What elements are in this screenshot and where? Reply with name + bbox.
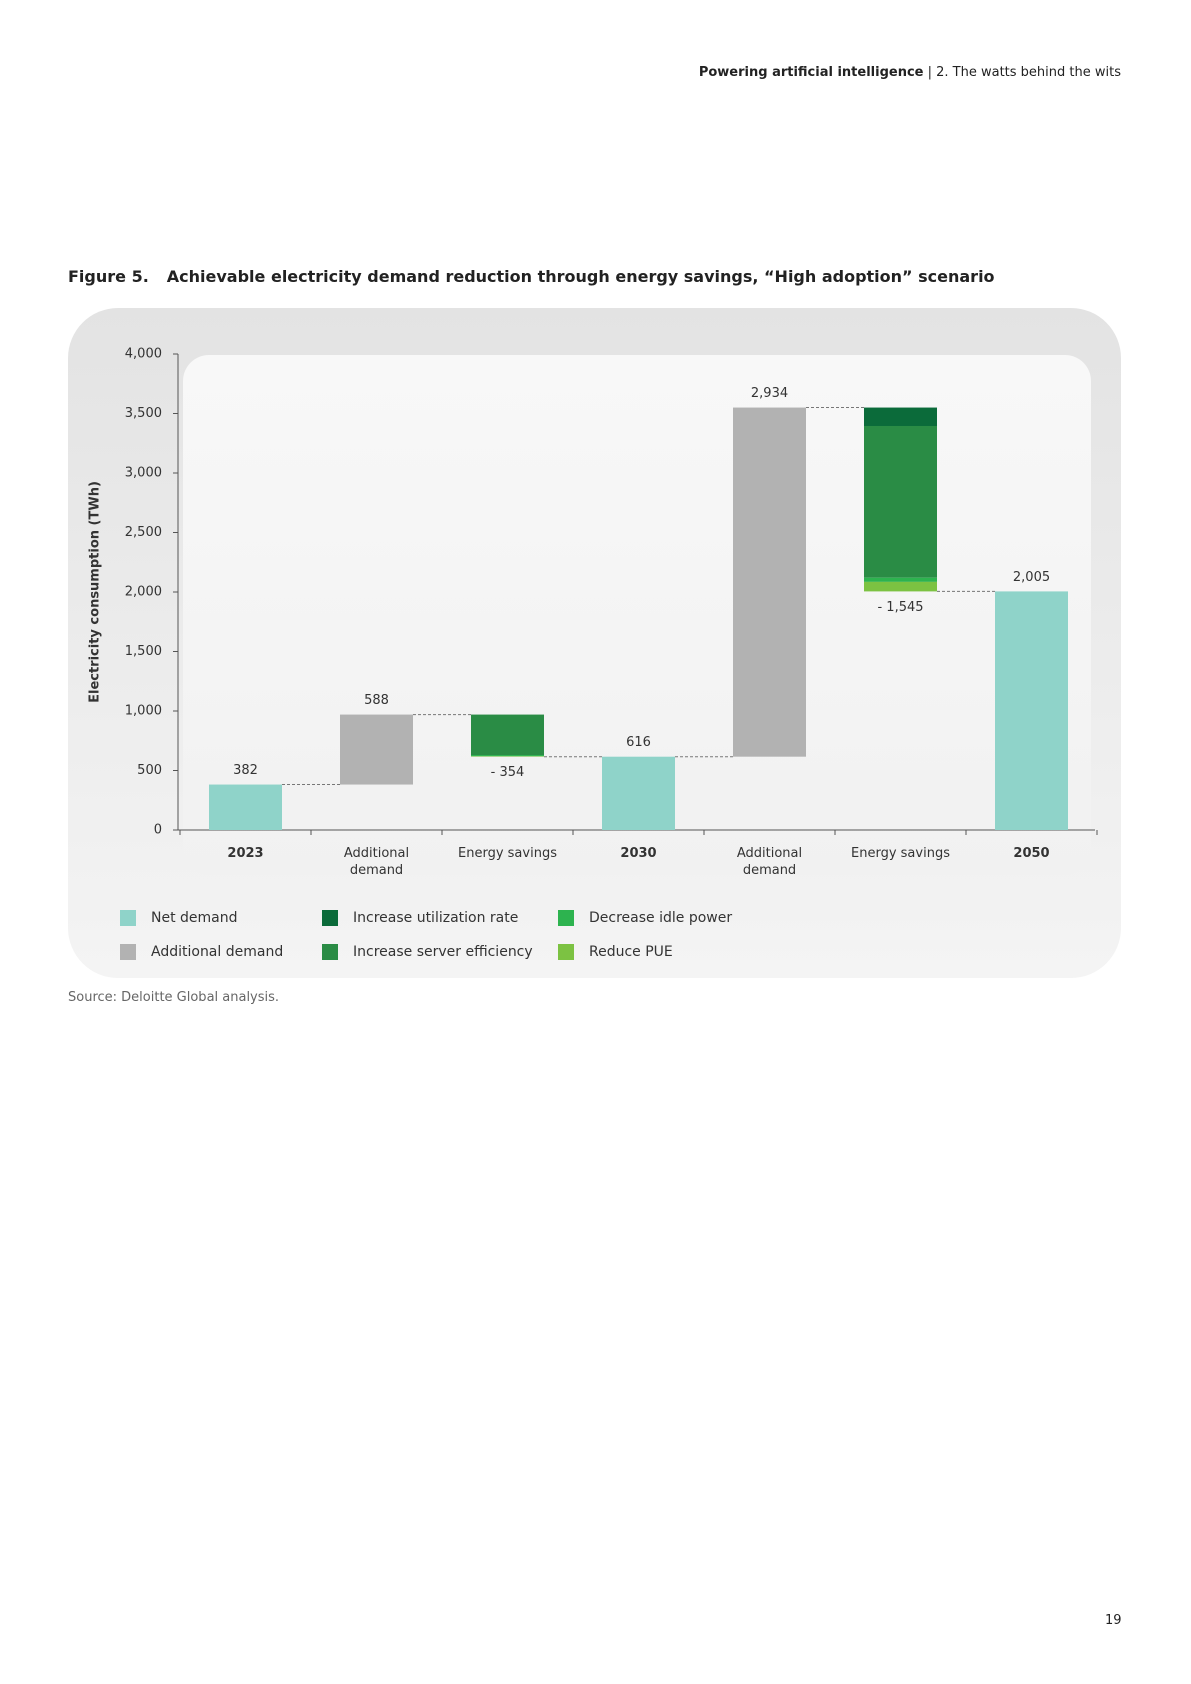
y-tick-label: 1,000 — [125, 704, 162, 719]
bar-segment — [864, 581, 937, 592]
legend-swatch — [120, 944, 136, 960]
chart-title: Achievable electricity demand reduction … — [166, 267, 995, 286]
value-label: - 354 — [491, 765, 525, 780]
y-tick-label: 2,500 — [125, 525, 162, 540]
bar — [340, 714, 413, 785]
legend-label: Net demand — [151, 910, 238, 926]
y-tick-label: 3,500 — [125, 406, 162, 421]
bar-segment — [864, 407, 937, 426]
header-bold: Powering artificial intelligence — [698, 65, 924, 80]
bar — [995, 591, 1068, 830]
legend-swatch — [558, 910, 574, 926]
legend-label: Increase utilization rate — [353, 910, 518, 926]
y-tick-label: 4,000 — [125, 347, 162, 362]
y-tick-label: 3,000 — [125, 466, 162, 481]
value-label: 616 — [626, 735, 651, 750]
value-label: - 1,545 — [877, 600, 923, 615]
bar-segment — [864, 577, 937, 582]
header-rest: | 2. The watts behind the wits — [927, 65, 1121, 80]
bar-segment — [471, 714, 544, 756]
legend-swatch — [558, 944, 574, 960]
bar-segment — [864, 425, 937, 578]
legend-label: Reduce PUE — [589, 944, 673, 960]
x-tick-label: Additional demand — [736, 846, 803, 878]
y-axis-label: Electricity consumption (TWh) — [88, 481, 103, 703]
figure-title: Figure 5. Achievable electricity demand r… — [68, 267, 995, 286]
x-tick-label: Additional demand — [343, 846, 410, 878]
header: Powering artificial intelligence | 2. Th… — [699, 65, 1121, 80]
legend-label: Additional demand — [151, 944, 283, 960]
figure-label: Figure 5. — [68, 267, 149, 286]
y-tick-label: 2,000 — [125, 585, 162, 600]
page-number: 19 — [1105, 1613, 1122, 1628]
x-tick-label: Energy savings — [851, 846, 950, 861]
value-label: 2,934 — [751, 386, 788, 401]
x-tick-label: Energy savings — [458, 846, 557, 861]
x-tick-label: 2050 — [1013, 846, 1050, 861]
legend-swatch — [322, 944, 338, 960]
bar — [602, 756, 675, 830]
chart: Electricity consumption (TWh) 0 500 1,000 1… — [88, 347, 1098, 960]
legend-swatch — [322, 910, 338, 926]
y-tick-label: 500 — [137, 763, 162, 778]
legend-label: Decrease idle power — [589, 910, 732, 926]
bar — [209, 784, 282, 830]
y-tick-label: 0 — [154, 823, 162, 838]
value-label: 588 — [364, 693, 389, 708]
x-tick-label: 2030 — [620, 846, 657, 861]
bar-segment — [471, 755, 544, 757]
bar — [733, 407, 806, 757]
value-label: 2,005 — [1013, 570, 1050, 585]
y-tick-label: 1,500 — [125, 644, 162, 659]
source: Source: Deloitte Global analysis. — [68, 990, 280, 1005]
x-tick-label: 2023 — [227, 846, 264, 861]
legend-swatch — [120, 910, 136, 926]
value-label: 382 — [233, 763, 258, 778]
legend-label: Increase server efficiency — [353, 944, 533, 960]
